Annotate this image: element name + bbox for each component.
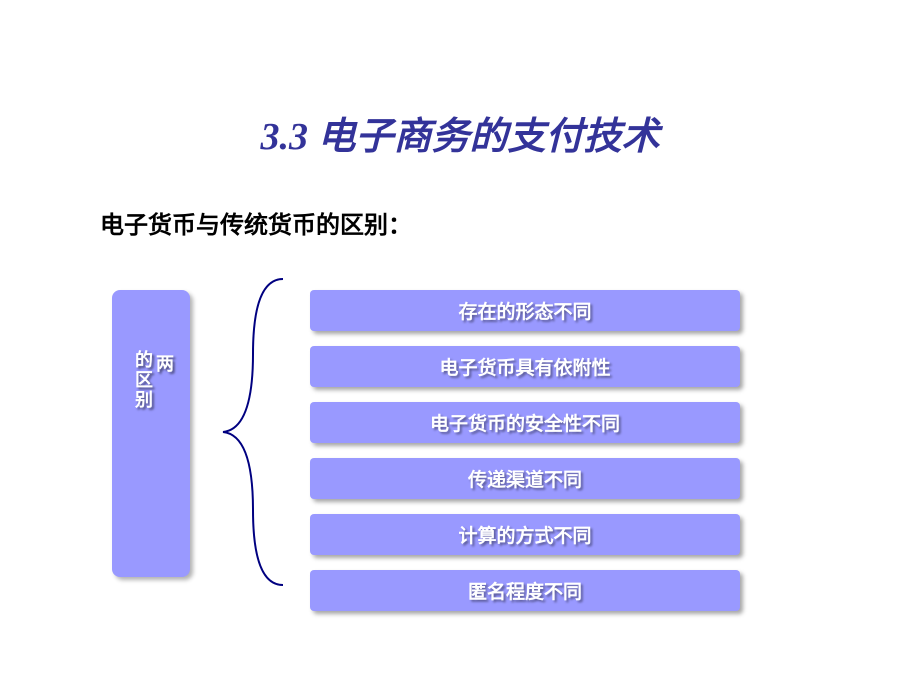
category-label-col1: 的区别	[130, 350, 156, 410]
list-item: 存在的形态不同	[310, 290, 740, 331]
list-item: 传递渠道不同	[310, 458, 740, 499]
list-item: 匿名程度不同	[310, 570, 740, 611]
category-box: 的区别 两	[112, 290, 190, 577]
item-list: 存在的形态不同 电子货币具有依附性 电子货币的安全性不同 传递渠道不同 计算的方…	[310, 290, 740, 626]
slide-title: 3.3 电子商务的支付技术	[0, 105, 920, 160]
list-item: 电子货币具有依附性	[310, 346, 740, 387]
list-item: 电子货币的安全性不同	[310, 402, 740, 443]
brace-connector	[213, 274, 293, 590]
category-label-col2: 两	[156, 350, 174, 376]
slide-subtitle: 电子货币与传统货币的区别：	[100, 205, 412, 240]
list-item: 计算的方式不同	[310, 514, 740, 555]
